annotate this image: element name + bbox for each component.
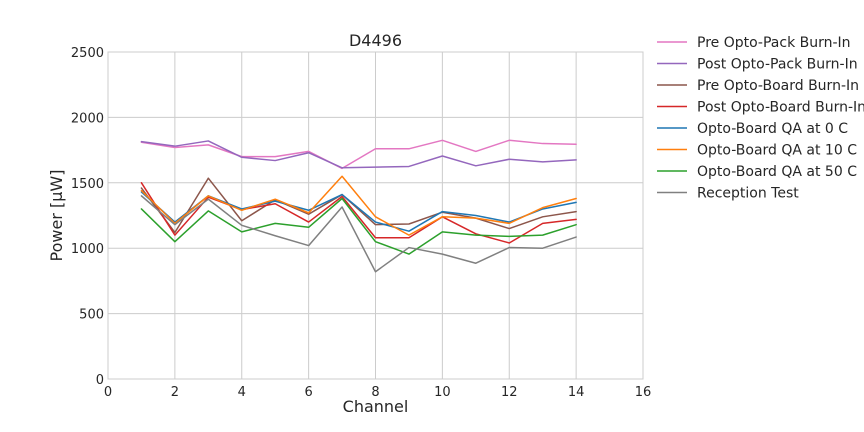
chart-title: D4496 <box>349 31 402 50</box>
series-line-7 <box>140 195 577 273</box>
legend-entry: Opto-Board QA at 0 C <box>697 121 848 137</box>
legend: Pre Opto-Pack Burn-In Post Opto-Pack Burn… <box>657 35 864 202</box>
x-tick-label: 10 <box>434 385 451 400</box>
x-tick-label: 2 <box>171 385 179 400</box>
series-line-3 <box>140 182 577 244</box>
x-tick-label: 8 <box>371 385 379 400</box>
legend-entry: Post Opto-Board Burn-In <box>697 100 864 116</box>
x-tick-label: 0 <box>104 385 112 400</box>
series-lines <box>140 139 577 273</box>
y-tick-label: 1500 <box>71 177 104 192</box>
legend-entry: Opto-Board QA at 10 C <box>697 143 857 159</box>
series-line-6 <box>140 197 577 255</box>
y-tick-label: 1000 <box>71 242 104 257</box>
x-tick-label: 16 <box>635 385 652 400</box>
legend-entry: Pre Opto-Board Burn-In <box>697 78 859 94</box>
y-tick-label: 500 <box>79 308 104 323</box>
x-tick-label: 6 <box>304 385 312 400</box>
y-tick-label: 2500 <box>71 46 104 61</box>
y-tick-label: 0 <box>96 373 104 388</box>
plot-frame <box>107 51 644 380</box>
series-line-0 <box>140 139 577 170</box>
series-line-1 <box>140 140 577 169</box>
series-line-2 <box>140 177 577 234</box>
legend-entry: Pre Opto-Pack Burn-In <box>697 35 851 51</box>
legend-entry: Post Opto-Pack Burn-In <box>697 57 858 73</box>
x-tick-label: 14 <box>568 385 585 400</box>
legend-entry: Reception Test <box>697 186 799 202</box>
y-tick-label: 2000 <box>71 111 104 126</box>
x-tick-label: 12 <box>501 385 518 400</box>
tick-labels: 0 2 4 6 8 10 12 14 16 0 500 1000 1500 2000 2500 <box>71 46 651 400</box>
y-axis-label: Power [μW] <box>47 170 66 262</box>
grid <box>107 51 644 380</box>
legend-entry: Opto-Board QA at 50 C <box>697 164 857 180</box>
series-line-5 <box>140 175 577 236</box>
x-tick-label: 4 <box>238 385 246 400</box>
x-axis-label: Channel <box>343 397 409 416</box>
